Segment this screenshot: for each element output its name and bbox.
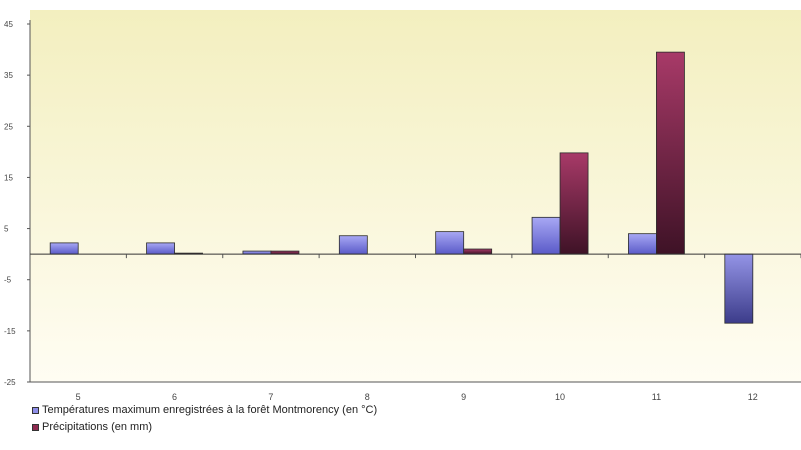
- legend-label-temperature: Températures maximum enregistrées à la f…: [42, 404, 378, 416]
- y-tick-label: -25: [4, 378, 16, 387]
- y-axis: 45 35 25 15 5 -5 -15 -25: [4, 20, 31, 387]
- y-tick-label: 35: [4, 71, 13, 80]
- bar-precipitation-9: [463, 248, 493, 255]
- x-tick-label: 10: [555, 392, 565, 402]
- bar-temperature-8: [338, 235, 368, 255]
- legend-swatch-precipitation: [32, 424, 39, 431]
- bar-temperature-6: [146, 242, 175, 255]
- x-axis: 5 6 7 8 9 10 11 12: [29, 253, 801, 402]
- legend-item-temperature: Températures maximum enregistrées à la f…: [32, 402, 377, 419]
- bar-precipitation-11: [656, 51, 685, 255]
- legend-swatch-temperature: [32, 407, 39, 414]
- y-tick-label: -5: [4, 276, 12, 285]
- y-tick-label: -15: [4, 327, 16, 336]
- x-tick-label: 5: [76, 392, 81, 402]
- legend: Températures maximum enregistrées à la f…: [32, 402, 377, 436]
- x-tick-label: 6: [172, 392, 177, 402]
- x-tick-label: 12: [748, 392, 758, 402]
- legend-item-precipitation: Précipitations (en mm): [32, 419, 377, 436]
- bar-temperature-9: [435, 231, 465, 255]
- bar-temperature-12: [724, 253, 754, 324]
- y-tick-label: 25: [4, 122, 13, 131]
- y-tick-label: 5: [4, 225, 9, 234]
- x-tick-label: 9: [461, 392, 466, 402]
- bar-temperature-11: [628, 233, 657, 255]
- legend-label-precipitation: Précipitations (en mm): [42, 421, 153, 433]
- bar-precipitation-10: [559, 152, 589, 255]
- x-tick-label: 11: [652, 392, 661, 402]
- y-tick-label: 45: [4, 20, 13, 29]
- bar-temperature-5: [49, 242, 79, 255]
- bars: [49, 51, 754, 324]
- bar-temperature-10: [531, 216, 561, 255]
- x-tick-label: 8: [365, 392, 370, 402]
- plot-background: [30, 10, 801, 382]
- x-tick-label: 7: [268, 392, 273, 402]
- y-tick-label: 15: [4, 173, 13, 182]
